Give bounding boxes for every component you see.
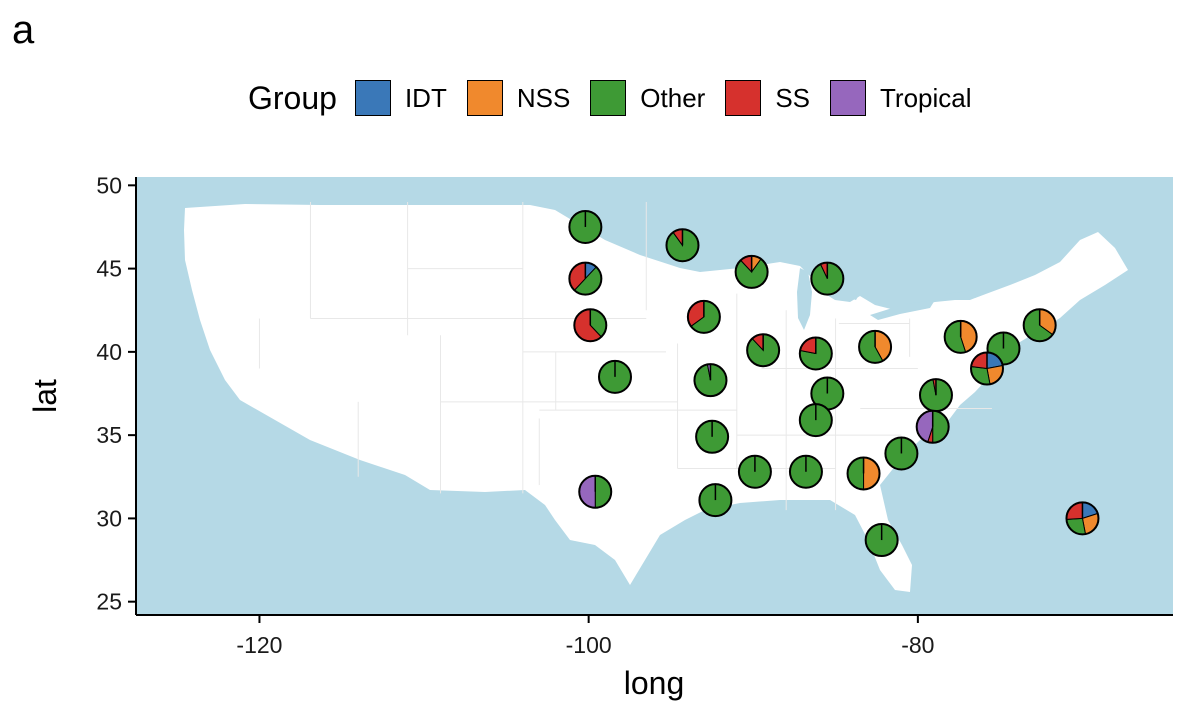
y-tick-label: 25 xyxy=(96,589,122,615)
legend-label-nss: NSS xyxy=(516,82,571,113)
us-land xyxy=(184,204,1128,592)
pie-marker xyxy=(698,483,733,518)
legend-swatch-other xyxy=(590,80,627,116)
legend-item-idt: IDT xyxy=(354,80,447,116)
legend-item-tropical: Tropical xyxy=(830,80,972,116)
pie-marker xyxy=(734,254,769,289)
legend-swatch-ss xyxy=(725,80,762,116)
pie-marker xyxy=(810,261,845,296)
pie-marker xyxy=(798,403,833,438)
pie-marker xyxy=(597,359,632,394)
pie-marker xyxy=(943,319,978,354)
legend-item-nss: NSS xyxy=(466,80,571,116)
legend-item-ss: SS xyxy=(725,80,810,116)
lake-michigan xyxy=(797,268,812,330)
legend-label-tropical: Tropical xyxy=(880,82,972,113)
pie-marker xyxy=(746,333,781,368)
pie-marker xyxy=(695,419,730,454)
pie-marker xyxy=(969,351,1004,386)
y-tick-label: 35 xyxy=(96,422,122,448)
pie-marker xyxy=(693,363,728,398)
pie-marker xyxy=(846,456,881,491)
x-ticks: -120 -100 -80 xyxy=(236,615,934,658)
legend-label-ss: SS xyxy=(775,82,811,113)
pie-marker xyxy=(864,523,899,558)
x-tick-label: -120 xyxy=(236,632,282,658)
y-tick-label: 40 xyxy=(96,339,122,365)
pie-marker xyxy=(568,261,603,296)
axes xyxy=(135,177,1173,616)
pie-marker xyxy=(798,336,833,371)
legend-swatch-nss xyxy=(466,80,503,116)
pie-marker xyxy=(915,409,950,444)
legend-label-other: Other xyxy=(640,82,706,113)
x-tick-label: -80 xyxy=(901,632,934,658)
pie-marker xyxy=(578,474,613,509)
x-tick-label: -100 xyxy=(566,632,612,658)
pie-marker xyxy=(573,308,608,343)
legend: Group IDT NSS Other SS Tropical xyxy=(248,78,992,118)
pie-marker xyxy=(788,454,823,489)
pie-marker xyxy=(884,436,919,471)
y-axis-title: lat xyxy=(27,379,63,413)
y-tick-label: 30 xyxy=(96,505,122,531)
y-ticks: 25 30 35 40 45 50 xyxy=(96,172,136,615)
legend-title: Group xyxy=(248,79,337,116)
x-axis-title: long xyxy=(624,665,685,701)
lake-erie xyxy=(870,300,935,320)
legend-swatch-idt xyxy=(354,80,391,116)
pie-markers xyxy=(568,209,1100,558)
panel-label: a xyxy=(12,8,35,52)
pie-marker xyxy=(858,329,893,364)
pie-marker xyxy=(686,299,721,334)
pie-marker xyxy=(737,454,772,489)
pie-marker xyxy=(1022,308,1057,343)
y-tick-label: 50 xyxy=(96,172,122,198)
pie-marker xyxy=(665,228,700,263)
pie-marker xyxy=(1065,501,1100,536)
lake-ontario xyxy=(945,290,985,300)
y-tick-label: 45 xyxy=(96,256,122,282)
pie-marker xyxy=(918,378,953,413)
us-land-shape xyxy=(184,204,1128,592)
legend-item-other: Other xyxy=(590,80,705,116)
legend-swatch-tropical xyxy=(830,80,867,116)
legend-label-idt: IDT xyxy=(404,82,447,113)
pie-marker xyxy=(568,209,603,244)
